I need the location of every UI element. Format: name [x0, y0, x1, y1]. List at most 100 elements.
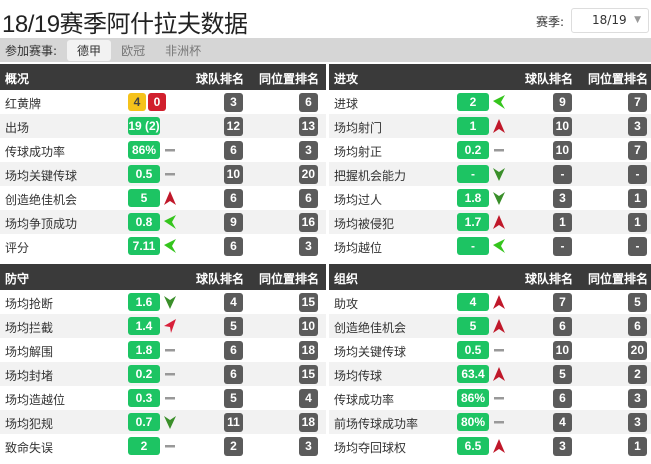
stat-value: 86%	[128, 141, 160, 159]
team-rank-badge: 10	[552, 341, 572, 360]
stat-label: 场均关键传球	[334, 345, 407, 359]
trend-slight-up-icon	[492, 94, 506, 110]
trend-flat-icon	[492, 390, 506, 406]
team-rank-badge: -	[553, 165, 572, 184]
season-selected: 18/19	[592, 13, 627, 27]
team-rank-badge: 5	[553, 365, 572, 384]
chevron-down-icon: ▼	[634, 15, 641, 25]
season-select[interactable]: 18/19 ▼	[571, 8, 649, 33]
stat-row: 评分 7.11 6 3	[0, 234, 326, 258]
position-rank-badge: 20	[298, 165, 318, 184]
panel-attack: 进攻 球队排名 同位置排名 进球 2 9 7 场均射门 1 10 3 场均射正 0.2 10…	[329, 64, 651, 258]
stat-value: 19 (2)	[128, 117, 160, 135]
col-team-rank: 球队排名	[525, 272, 574, 286]
col-position-rank: 同位置排名	[588, 72, 649, 86]
stat-row: 场均解围 1.8 6 18	[0, 338, 326, 362]
stat-label: 助攻	[334, 297, 359, 311]
panel-header: 组织 球队排名 同位置排名	[329, 264, 651, 290]
competition-tab-ucl[interactable]: 欧冠	[121, 43, 146, 58]
trend-flat-icon	[163, 166, 177, 182]
team-rank-badge: 6	[224, 189, 243, 208]
trend-flat-icon	[163, 438, 177, 454]
stat-label: 进球	[334, 97, 359, 111]
position-rank-badge: 1	[628, 189, 647, 208]
position-rank-badge: -	[628, 165, 647, 184]
stat-value: 2	[128, 437, 160, 455]
stat-label: 场均越位	[334, 241, 383, 255]
position-rank-badge: 3	[299, 237, 318, 256]
panel-header: 进攻 球队排名 同位置排名	[329, 64, 651, 90]
stat-value: 80%	[457, 413, 489, 431]
team-rank-badge: 6	[224, 341, 243, 360]
position-rank-badge: 15	[298, 365, 318, 384]
panel-header: 防守 球队排名 同位置排名	[0, 264, 326, 290]
trend-slight-up-red-icon	[163, 318, 177, 334]
stat-row: 场均夺回球权 6.5 3 1	[329, 434, 651, 458]
position-rank-badge: 13	[298, 117, 318, 136]
position-rank-badge: 5	[628, 293, 647, 312]
team-rank-badge: 10	[552, 117, 572, 136]
stat-row: 场均过人 1.8 3 1	[329, 186, 651, 210]
panel-title: 概况	[5, 72, 30, 86]
position-rank-badge: 16	[298, 213, 318, 232]
red-card-count: 0	[148, 93, 166, 111]
team-rank-badge: 5	[224, 317, 243, 336]
position-rank-badge: 6	[628, 317, 647, 336]
team-rank-badge: 12	[223, 117, 243, 136]
team-rank-badge: 4	[553, 413, 572, 432]
stat-row: 场均传球 63.4 5 2	[329, 362, 651, 386]
competition-tab-bundesliga[interactable]: 德甲	[67, 39, 112, 61]
stat-value: 5	[457, 317, 489, 335]
stat-label: 前场传球成功率	[334, 417, 419, 431]
team-rank-badge: 11	[224, 413, 243, 432]
position-rank-badge: 18	[298, 341, 318, 360]
position-rank-badge: 3	[628, 117, 647, 136]
stat-row: 助攻 4 7 5	[329, 290, 651, 314]
stat-label: 场均封堵	[5, 369, 54, 383]
stat-row: 场均射门 1 10 3	[329, 114, 651, 138]
stat-label: 场均关键传球	[5, 169, 78, 183]
stat-row: 出场 19 (2) 12 13	[0, 114, 326, 138]
trend-up-icon	[492, 438, 506, 454]
trend-down-icon	[492, 190, 506, 206]
position-rank-badge: 18	[298, 413, 318, 432]
position-rank-badge: -	[628, 237, 647, 256]
stat-label: 场均夺回球权	[334, 441, 407, 455]
panel-defense: 防守 球队排名 同位置排名 场均抢断 1.6 4 15 场均拦截 1.4 5 10 场均…	[0, 264, 326, 458]
position-rank-badge: 6	[299, 93, 318, 112]
trend-up-icon	[492, 214, 506, 230]
competition-label: 参加赛事:	[5, 43, 58, 58]
trend-up-icon	[492, 318, 506, 334]
stat-label: 场均射门	[334, 121, 383, 135]
trend-up-icon	[492, 294, 506, 310]
stat-label: 场均传球	[334, 369, 383, 383]
position-rank-badge: 1	[628, 213, 647, 232]
team-rank-badge: 7	[553, 293, 572, 312]
competition-tab-afcon[interactable]: 非洲杯	[165, 43, 202, 58]
trend-flat-icon	[492, 342, 506, 358]
stat-value: 63.4	[457, 365, 489, 383]
position-rank-badge: 7	[628, 93, 647, 112]
stat-row: 场均关键传球 0.5 10 20	[0, 162, 326, 186]
panel-header: 概况 球队排名 同位置排名	[0, 64, 326, 90]
stat-row: 红黄牌 4 0 3 6	[0, 90, 326, 114]
trend-flat-icon	[163, 366, 177, 382]
trend-flat-icon	[163, 390, 177, 406]
team-rank-badge: 9	[553, 93, 572, 112]
col-team-rank: 球队排名	[525, 72, 574, 86]
stat-value: 1.4	[128, 317, 160, 335]
stat-row: 传球成功率 86% 6 3	[0, 138, 326, 162]
team-rank-badge: 10	[223, 165, 243, 184]
stat-label: 场均抢断	[5, 297, 54, 311]
stat-label: 把握机会能力	[334, 169, 407, 183]
stat-label: 场均射正	[334, 145, 383, 159]
stat-row: 创造绝佳机会 5 6 6	[329, 314, 651, 338]
stat-value: 1.7	[457, 213, 489, 231]
stat-row: 前场传球成功率 80% 4 3	[329, 410, 651, 434]
trend-flat-icon	[492, 142, 506, 158]
team-rank-badge: 3	[553, 437, 572, 456]
stat-row: 场均关键传球 0.5 10 20	[329, 338, 651, 362]
team-rank-badge: 6	[224, 141, 243, 160]
stat-value: 0.2	[457, 141, 489, 159]
stat-row: 创造绝佳机会 5 6 6	[0, 186, 326, 210]
